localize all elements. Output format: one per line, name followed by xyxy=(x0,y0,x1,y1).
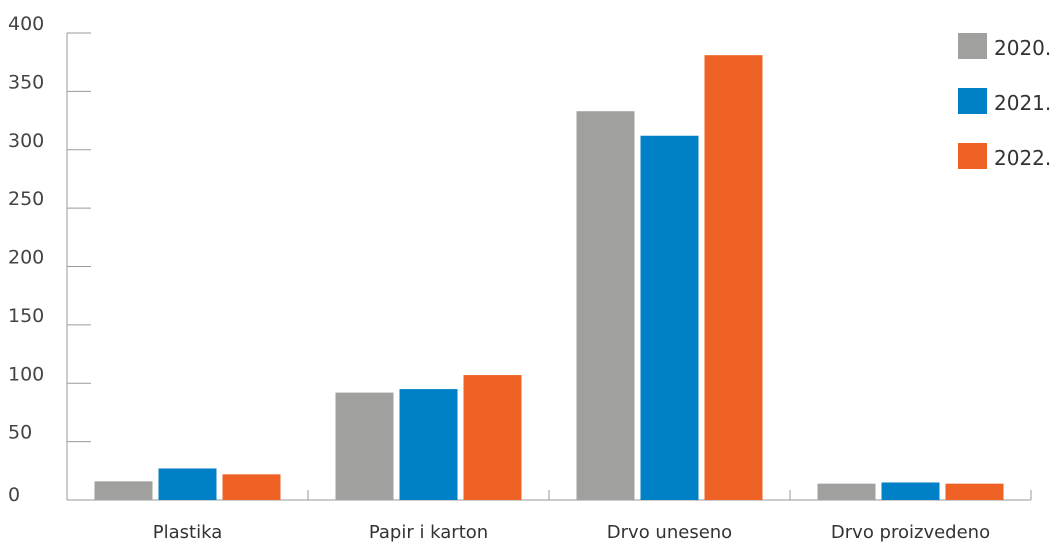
bar-2021-0 xyxy=(158,468,217,500)
legend-label: 2020. xyxy=(994,36,1051,60)
y-tick-label: 100 xyxy=(8,363,44,385)
y-tick-label: 50 xyxy=(8,422,32,444)
bar-2022-2 xyxy=(704,55,763,501)
bar-2020-1 xyxy=(335,392,394,500)
bar-2021-3 xyxy=(881,482,940,500)
bar-2022-0 xyxy=(222,474,281,500)
y-tick-label: 400 xyxy=(8,13,44,35)
bar-2020-3 xyxy=(817,483,876,500)
y-tick-label: 350 xyxy=(8,71,44,93)
legend-swatch xyxy=(958,143,987,169)
category-label: Drvo uneseno xyxy=(607,522,732,543)
y-axis: 0 50 100 150 200 250 300 350 400 xyxy=(8,13,91,506)
bar-2020-0 xyxy=(94,481,153,500)
legend-label: 2021. xyxy=(994,91,1051,115)
bar-2022-1 xyxy=(463,375,522,500)
bar-2021-2 xyxy=(640,135,699,501)
y-tick-label: 250 xyxy=(8,188,44,210)
y-tick-label: 300 xyxy=(8,130,44,152)
y-tick-label: 0 xyxy=(8,484,20,506)
legend-swatch xyxy=(958,33,987,59)
bar-2020-2 xyxy=(576,111,635,500)
y-tick-label: 200 xyxy=(8,247,44,269)
bar-2022-3 xyxy=(945,483,1004,500)
legend-label: 2022. xyxy=(994,146,1051,170)
category-label: Papir i karton xyxy=(369,522,488,543)
category-label: Plastika xyxy=(153,522,222,543)
legend: 2020. 2021. 2022. xyxy=(958,33,1051,170)
bars xyxy=(94,55,1004,501)
bar-2021-1 xyxy=(399,389,458,500)
legend-swatch xyxy=(958,88,987,114)
y-tick-label: 150 xyxy=(8,305,44,327)
category-label: Drvo proizvedeno xyxy=(831,522,990,543)
